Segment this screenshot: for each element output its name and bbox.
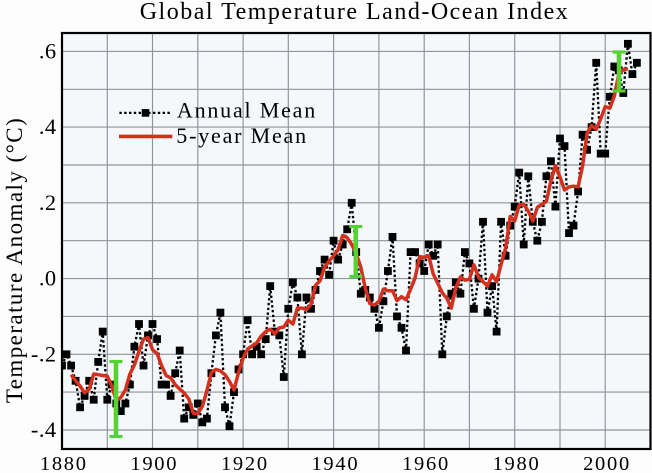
svg-text:1980: 1980 bbox=[493, 453, 541, 473]
svg-text:.4: .4 bbox=[39, 114, 57, 139]
svg-text:1920: 1920 bbox=[221, 453, 269, 473]
svg-text:5-year Mean: 5-year Mean bbox=[176, 123, 308, 148]
svg-text:.6: .6 bbox=[39, 38, 57, 63]
svg-text:Global Temperature Land-Ocean: Global Temperature Land-Ocean Index bbox=[140, 0, 570, 25]
svg-text:1940: 1940 bbox=[311, 453, 359, 473]
svg-text:.2: .2 bbox=[39, 190, 57, 215]
svg-text:Temperature Anomaly (°C): Temperature Anomaly (°C) bbox=[2, 117, 27, 403]
svg-text:-.2: -.2 bbox=[31, 341, 57, 366]
svg-text:1880: 1880 bbox=[40, 453, 88, 473]
svg-text:2000: 2000 bbox=[583, 453, 631, 473]
svg-text:.0: .0 bbox=[39, 266, 57, 291]
svg-text:1900: 1900 bbox=[130, 453, 178, 473]
svg-text:1960: 1960 bbox=[402, 453, 450, 473]
svg-text:-.4: -.4 bbox=[31, 417, 57, 442]
svg-text:Annual Mean: Annual Mean bbox=[177, 98, 317, 123]
